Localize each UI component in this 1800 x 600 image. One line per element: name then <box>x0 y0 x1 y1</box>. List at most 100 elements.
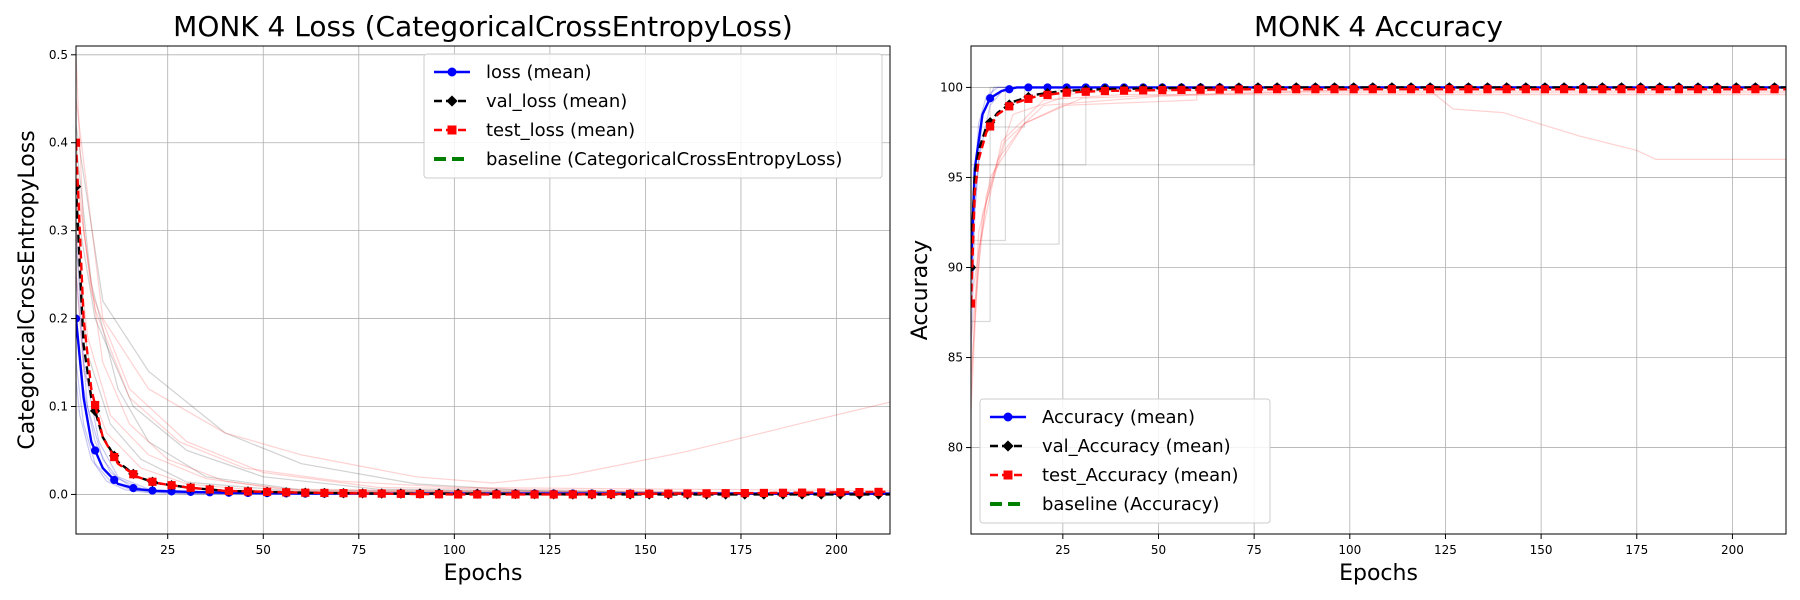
legend-entry: baseline (Accuracy) <box>1042 494 1219 515</box>
x-tick-label: 200 <box>1721 543 1744 557</box>
val_loss-line <box>76 186 890 496</box>
legend-marker <box>447 125 457 135</box>
test_acc-point <box>1081 87 1090 96</box>
run-line <box>971 86 1786 242</box>
y-tick-label: 0.4 <box>49 136 68 150</box>
test_acc-point <box>1693 85 1703 94</box>
loss-line <box>76 318 890 495</box>
test_loss-point <box>473 490 482 499</box>
run-line <box>971 86 1786 250</box>
acc-point <box>1024 83 1033 92</box>
test_acc-point <box>1579 85 1588 94</box>
y-tick-label: 90 <box>948 260 963 274</box>
x-tick-label: 50 <box>1151 543 1166 557</box>
legend: loss (mean) val_loss (mean) test_loss (mea… <box>423 53 883 179</box>
chart-title: MONK 4 Loss (CategoricalCrossEntropyLoss… <box>173 10 793 43</box>
y-tick-label: 0.3 <box>49 224 68 238</box>
test_acc-point <box>1483 85 1492 94</box>
run-line <box>76 265 890 495</box>
run-line <box>971 86 1786 166</box>
legend-box <box>423 53 883 179</box>
run-line <box>76 362 890 495</box>
test_loss-point <box>664 489 673 498</box>
test_loss-point <box>186 483 195 492</box>
test_acc-point <box>1005 102 1014 111</box>
y-tick-label: 0.5 <box>49 48 68 62</box>
run-line <box>971 86 1786 166</box>
legend-entry: test_loss (mean) <box>486 120 635 141</box>
test_acc-point <box>1713 85 1722 94</box>
loss-point <box>148 486 157 495</box>
loss-point <box>91 446 100 455</box>
test_loss-point <box>415 489 425 499</box>
x-tick-label: 75 <box>1247 543 1262 557</box>
test_loss-point <box>339 489 348 498</box>
test_acc-series <box>971 85 1786 308</box>
test_acc-point <box>1253 85 1263 94</box>
test_loss-point <box>568 490 577 499</box>
legend-entry: baseline (CategoricalCrossEntropyLoss) <box>486 149 842 170</box>
test_acc-point <box>1559 85 1569 94</box>
test_loss-point <box>626 489 635 499</box>
run-line <box>971 86 1786 323</box>
x-tick-label: 200 <box>825 543 848 557</box>
run-line <box>971 90 1786 340</box>
test_acc-point <box>1311 85 1320 94</box>
test_loss-point <box>110 452 119 462</box>
plot-area <box>971 82 1786 412</box>
test_acc-point <box>1445 85 1454 94</box>
test_acc-point <box>1349 85 1358 94</box>
acc-point <box>986 94 995 103</box>
axes-frame <box>75 45 891 535</box>
test_acc-point <box>1139 86 1148 95</box>
x-tick-label: 150 <box>1530 543 1553 557</box>
test_acc-point <box>1426 85 1435 94</box>
axes-frame <box>970 45 1787 535</box>
test_acc-point <box>1177 85 1186 95</box>
x-tick-label: 25 <box>160 543 175 557</box>
run-line <box>76 248 890 495</box>
test_loss-point <box>606 490 616 499</box>
legend-marker <box>447 67 457 77</box>
run-line <box>971 93 1786 412</box>
test_acc-point <box>1751 85 1760 94</box>
test_acc-point <box>1158 85 1167 95</box>
run-line <box>76 204 890 495</box>
x-tick-label: 25 <box>1055 543 1070 557</box>
legend-marker <box>446 95 458 107</box>
test_loss-point <box>262 487 272 496</box>
test_loss-point <box>358 489 367 498</box>
test_loss-point <box>549 490 558 499</box>
y-axis-label: Accuracy <box>908 240 933 340</box>
run-line <box>76 380 890 495</box>
run-line <box>971 86 1786 358</box>
test_acc-point <box>1655 85 1664 94</box>
test_acc-line <box>971 87 1786 304</box>
test_acc-point <box>1732 85 1741 94</box>
run-line <box>971 86 1786 394</box>
test_acc-point <box>1464 85 1473 94</box>
test_loss-point <box>167 481 176 490</box>
y-axis-label: CategoricalCrossEntropyLoss <box>15 130 40 449</box>
test_loss-series <box>76 138 890 499</box>
run-line <box>971 86 1786 376</box>
test_loss-point <box>282 488 291 497</box>
test_loss-point <box>320 488 329 498</box>
test_loss-point <box>874 487 883 497</box>
test_loss-point <box>740 488 749 498</box>
test_loss-point <box>454 490 463 499</box>
test_loss-point <box>377 489 386 498</box>
test_acc-point <box>1330 85 1339 94</box>
x-axis-label: Epochs <box>1339 561 1418 586</box>
legend-entry: loss (mean) <box>486 62 592 83</box>
legend-entry: test_Accuracy (mean) <box>1042 465 1239 486</box>
run-line <box>971 86 1786 245</box>
test_loss-point <box>224 486 233 496</box>
legend: Accuracy (mean) val_Accuracy (mean) test_A… <box>979 398 1271 524</box>
test_loss-point <box>778 488 788 497</box>
test_acc-point <box>986 122 995 131</box>
legend-marker <box>1002 440 1014 452</box>
loss-point <box>110 475 119 485</box>
test_acc-point <box>1234 85 1243 94</box>
x-tick-label: 100 <box>1338 543 1361 557</box>
